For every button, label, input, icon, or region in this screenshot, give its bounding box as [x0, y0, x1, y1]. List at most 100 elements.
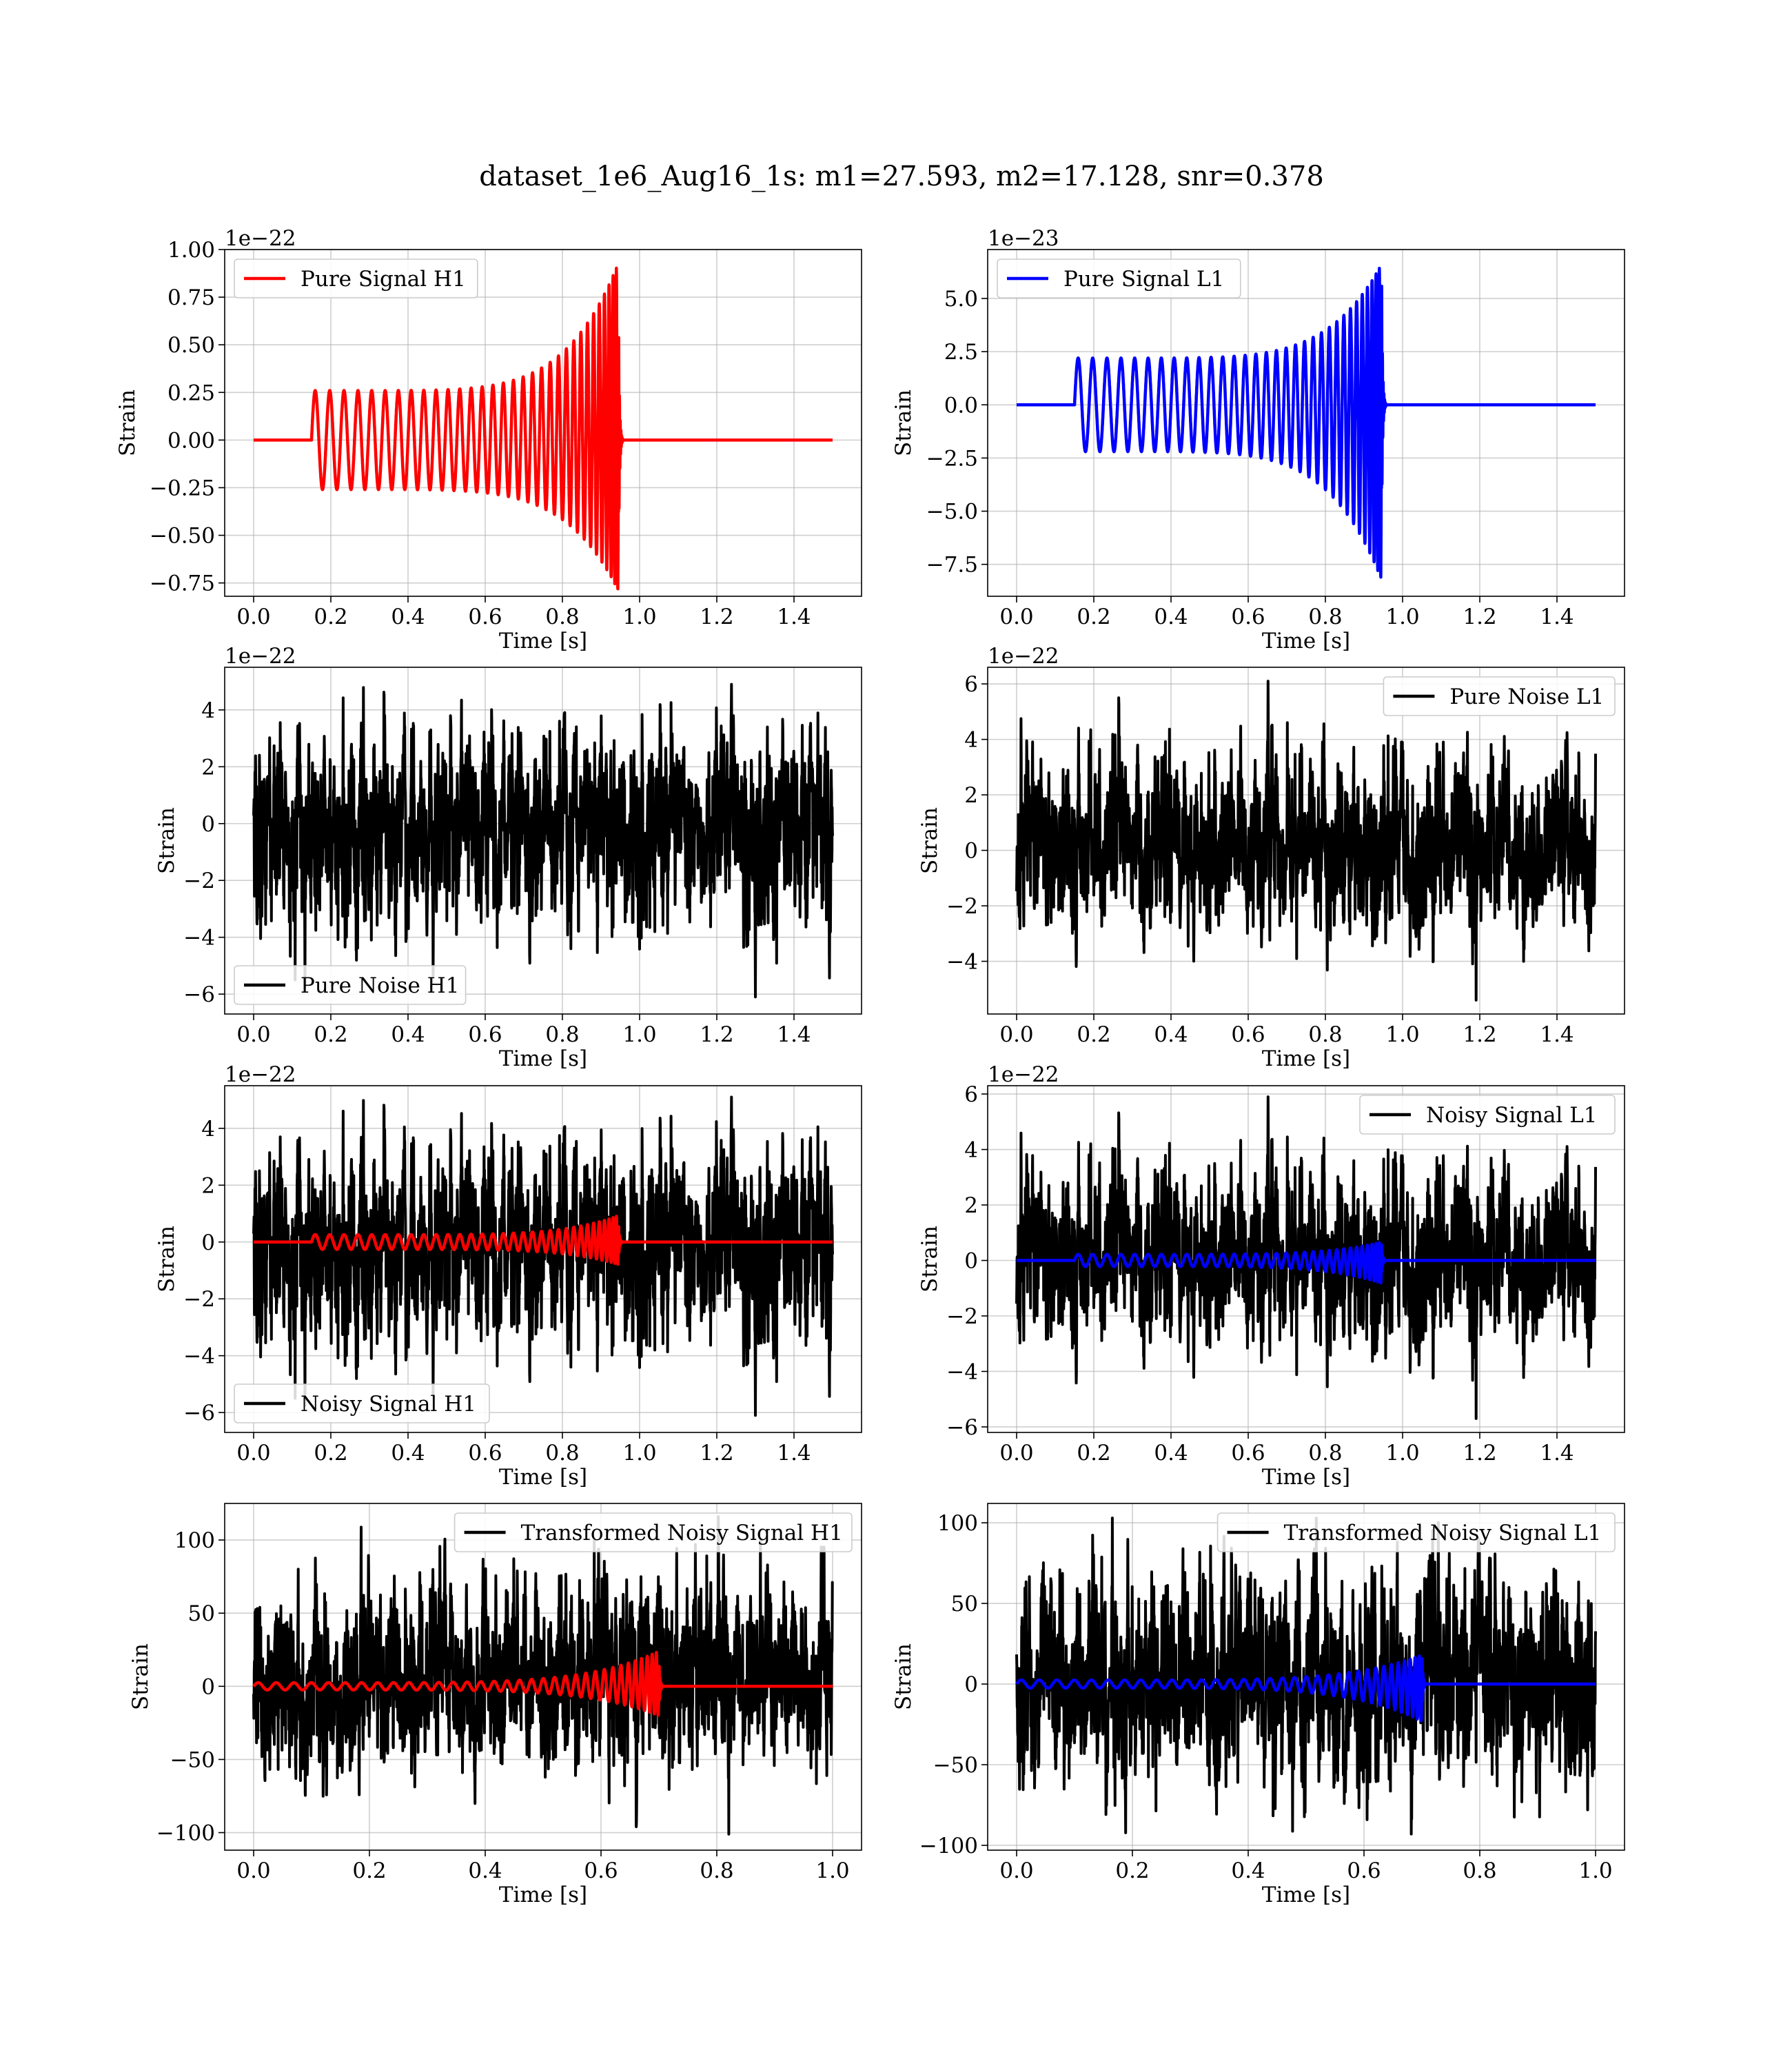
y-tick-label: 4 — [964, 728, 978, 753]
y-tick-label: 1.00 — [167, 238, 215, 263]
y-tick-label: −2 — [183, 1287, 215, 1312]
x-tick-label: 0.2 — [352, 1858, 386, 1883]
x-tick-label: 1.4 — [777, 1022, 811, 1047]
x-tick-label: 0.8 — [1308, 1441, 1342, 1466]
y-tick-label: 50 — [951, 1592, 978, 1616]
x-tick-label: 0.8 — [545, 605, 579, 629]
y-tick-label: −50 — [933, 1753, 978, 1778]
x-tick-label: 1.2 — [700, 605, 733, 629]
axis-offset-label: 1e−22 — [225, 644, 296, 669]
y-tick-label: 0 — [201, 812, 215, 837]
x-tick-label: 1.4 — [1540, 605, 1574, 629]
x-tick-label: 0.0 — [999, 1858, 1033, 1883]
signal-line-1 — [252, 1215, 835, 1266]
noise-line-0 — [1015, 1095, 1597, 1420]
plot-area — [252, 1515, 835, 1836]
x-tick-label: 0.0 — [236, 1022, 270, 1047]
y-tick-label: −6 — [183, 982, 215, 1007]
x-tick-label: 0.4 — [391, 1022, 425, 1047]
y-tick-label: −4 — [183, 1344, 215, 1369]
x-tick-label: 1.0 — [622, 605, 656, 629]
y-tick-label: 100 — [937, 1511, 978, 1536]
legend: Pure Noise H1 — [234, 965, 467, 1005]
y-axis-label: Strain — [154, 1226, 179, 1292]
plot-area — [252, 1095, 835, 1417]
y-tick-label: 5.0 — [944, 287, 978, 312]
x-tick-label: 0.6 — [1347, 1858, 1381, 1883]
axes-frame — [987, 1503, 1625, 1851]
y-tick-label: −2 — [946, 894, 978, 919]
x-tick-label: 0.6 — [468, 1022, 502, 1047]
x-tick-label: 0.0 — [236, 1858, 270, 1883]
legend: Noisy Signal L1 — [1359, 1095, 1616, 1135]
signal-line-0 — [1015, 266, 1598, 579]
y-tick-label: 0.00 — [167, 428, 215, 453]
x-tick-label: 1.4 — [777, 1441, 811, 1466]
noise-line-0 — [252, 1095, 834, 1417]
x-tick-label: 0.6 — [1231, 605, 1265, 629]
x-tick-label: 0.8 — [700, 1858, 733, 1883]
x-axis-label: Time [s] — [499, 1046, 587, 1071]
y-tick-label: 0 — [201, 1230, 215, 1255]
y-axis-label: Strain — [128, 1643, 153, 1710]
x-tick-label: 0.2 — [314, 605, 347, 629]
legend-entry: Transformed Noisy Signal H1 — [521, 1521, 843, 1545]
y-tick-label: −0.75 — [150, 571, 215, 596]
y-tick-label: 2 — [201, 755, 215, 780]
y-tick-label: −2 — [183, 869, 215, 893]
y-tick-label: 2 — [964, 783, 978, 808]
x-tick-label: 1.0 — [815, 1858, 849, 1883]
figure-title: dataset_1e6_Aug16_1s: m1=27.593, m2=17.1… — [479, 161, 1324, 192]
x-tick-label: 0.4 — [1154, 1441, 1188, 1466]
chart-panel-pure-signal-h1: 0.0 0.2 0.4 0.6 0.8 1.0 1.2 1.4 −0.75 −0.50 −0.25 0… — [115, 226, 862, 653]
chart-panel-transformed-noisy-signal-l1: 0.0 0.2 0.4 0.6 0.8 1.0 −100 −50 0 50 100 Strain Tim… — [891, 1503, 1625, 1907]
y-tick-label: 2 — [964, 1193, 978, 1218]
x-tick-label: 1.0 — [1385, 1441, 1419, 1466]
signal-line-1 — [252, 1650, 835, 1717]
legend-box — [454, 1512, 853, 1552]
axis-offset-label: 1e−22 — [988, 1062, 1059, 1087]
y-tick-label: −2 — [946, 1304, 978, 1329]
plot-area — [1015, 1517, 1598, 1836]
x-tick-label: 0.2 — [314, 1022, 347, 1047]
plot-area — [1015, 1095, 1598, 1420]
legend: Transformed Noisy Signal H1 — [454, 1512, 853, 1552]
legend-box — [1359, 1095, 1616, 1135]
y-tick-label: −50 — [170, 1747, 215, 1772]
legend-entry: Pure Signal L1 — [1063, 267, 1224, 292]
x-tick-label: 0.0 — [999, 1441, 1033, 1466]
y-tick-label: −6 — [183, 1401, 215, 1426]
axes-frame — [987, 1085, 1625, 1433]
axes-frame — [224, 1503, 862, 1851]
y-tick-label: 0 — [201, 1674, 215, 1699]
plot-area — [1015, 680, 1597, 1002]
x-tick-label: 0.4 — [468, 1858, 502, 1883]
x-tick-label: 0.8 — [545, 1022, 579, 1047]
x-tick-label: 0.6 — [584, 1858, 618, 1883]
y-tick-label: 6 — [964, 672, 978, 697]
x-axis-label: Time [s] — [1262, 629, 1350, 653]
x-tick-label: 1.0 — [1385, 1022, 1419, 1047]
x-tick-label: 1.2 — [700, 1022, 733, 1047]
y-tick-label: −7.5 — [926, 553, 978, 578]
x-axis-label: Time [s] — [499, 1465, 587, 1490]
noise-line-0 — [252, 1515, 834, 1836]
chart-panel-pure-noise-h1: 0.0 0.2 0.4 0.6 0.8 1.0 1.2 1.4 −6 −4 −2 0 2 4 Strain T… — [154, 644, 862, 1071]
y-axis-label: Strain — [917, 807, 942, 874]
chart-panel-pure-noise-l1: 0.0 0.2 0.4 0.6 0.8 1.0 1.2 1.4 −4 −2 0 2 4 6 Strain Ti… — [917, 644, 1625, 1071]
noise-line-0 — [252, 682, 834, 999]
x-tick-label: 0.2 — [1077, 1441, 1110, 1466]
x-tick-label: 0.6 — [468, 1441, 502, 1466]
x-tick-label: 0.8 — [1308, 1022, 1342, 1047]
y-tick-label: −0.50 — [150, 524, 215, 549]
chart-panel-noisy-signal-l1: 0.0 0.2 0.4 0.6 0.8 1.0 1.2 1.4 −6 −4 −2 0 2 4 6 Strain… — [917, 1062, 1625, 1490]
legend-entry: Noisy Signal L1 — [1426, 1103, 1598, 1128]
x-tick-label: 0.4 — [391, 1441, 425, 1466]
y-tick-label: −4 — [183, 926, 215, 951]
chart-panel-pure-signal-l1: 0.0 0.2 0.4 0.6 0.8 1.0 1.2 1.4 −7.5 −5.0 −2.5 0.0 2… — [891, 226, 1625, 653]
plot-area — [1015, 266, 1598, 579]
axes-frame — [987, 667, 1625, 1015]
x-tick-label: 0.4 — [391, 605, 425, 629]
legend: Noisy Signal H1 — [234, 1383, 490, 1423]
x-tick-label: 1.2 — [1463, 605, 1496, 629]
